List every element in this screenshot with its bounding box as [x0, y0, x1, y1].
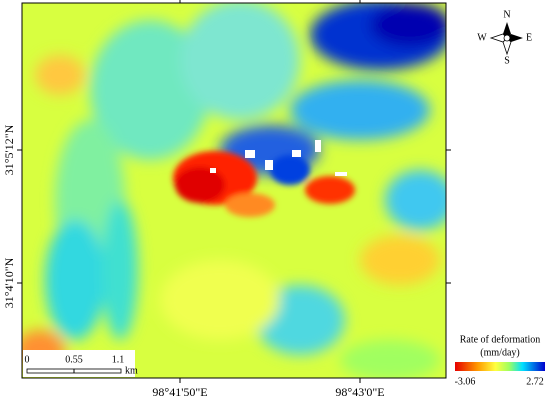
latitude-label: 31°4'10"N — [2, 257, 16, 308]
color-bar — [455, 362, 545, 371]
legend-max: 2.72 — [526, 376, 544, 387]
graticule-ticks — [17, 0, 451, 383]
north-arrow: N S W E — [477, 9, 532, 66]
scale-unit: km — [125, 365, 138, 376]
scale-tick-label: 0.55 — [65, 354, 83, 365]
longitude-label: 98°43'0"E — [335, 385, 384, 399]
longitude-label: 98°41'50"E — [152, 385, 207, 399]
legend: Rate of deformation (mm/day) -3.06 2.72 — [455, 334, 545, 387]
compass-label: S — [504, 55, 510, 66]
scale-bar: 0 0.55 1.1 km — [23, 350, 138, 377]
scale-tick-label: 0 — [25, 354, 30, 365]
deformation-map — [22, 3, 446, 378]
compass-label: N — [503, 9, 510, 20]
map-frame — [21, 2, 447, 379]
deformation-zone — [173, 151, 355, 217]
latitude-label: 31°5'12"N — [2, 124, 16, 175]
legend-unit: (mm/day) — [480, 347, 519, 358]
legend-title: Rate of deformation — [460, 334, 541, 345]
no-data-patches — [210, 140, 347, 176]
compass-label: W — [477, 32, 487, 43]
legend-min: -3.06 — [455, 376, 476, 387]
compass-label: E — [526, 32, 532, 43]
scale-tick-label: 1.1 — [112, 354, 125, 365]
